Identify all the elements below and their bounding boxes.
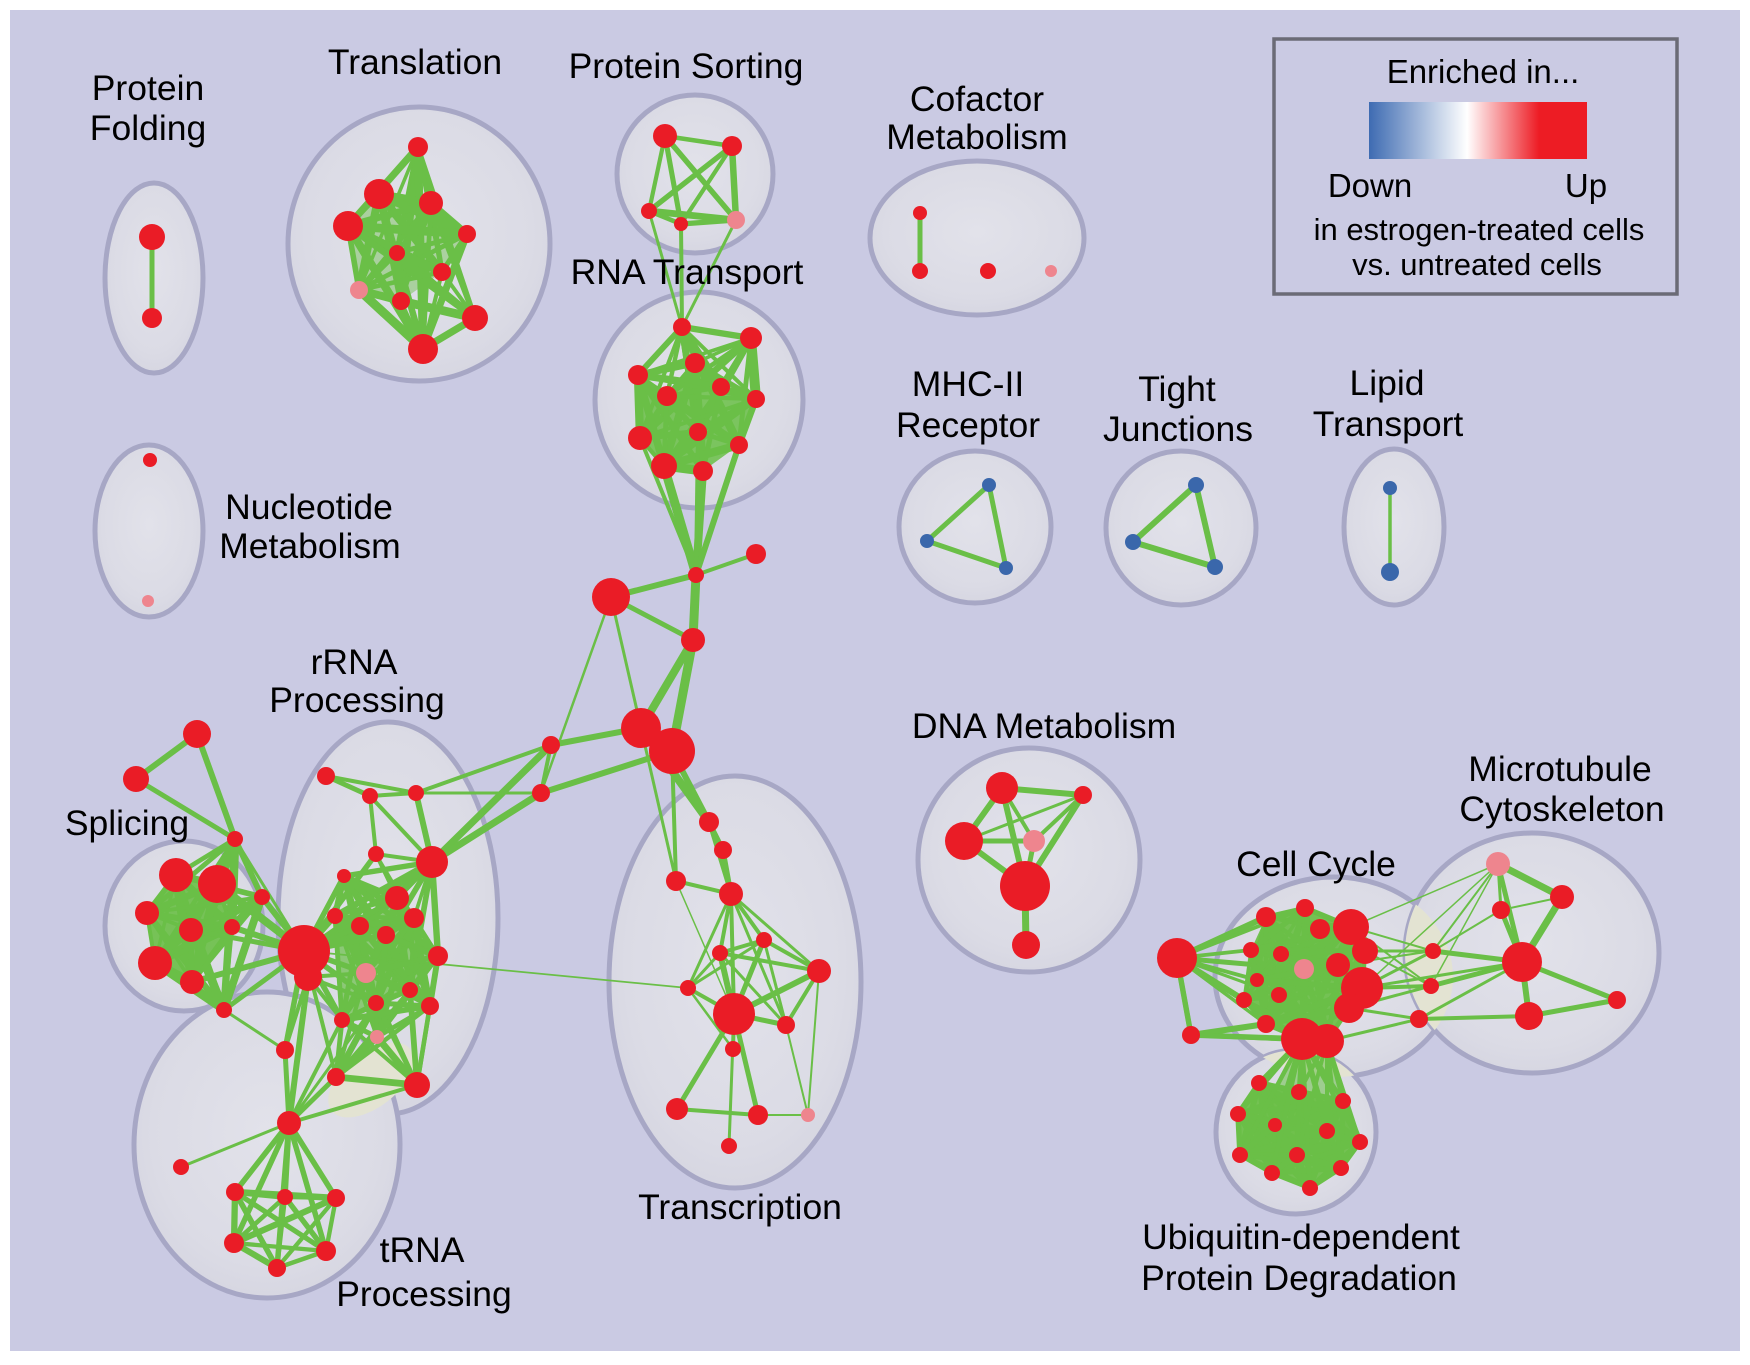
svg-text:Transcription: Transcription <box>638 1187 842 1227</box>
svg-text:Down: Down <box>1328 167 1412 204</box>
svg-text:Cytoskeleton: Cytoskeleton <box>1459 789 1664 829</box>
svg-text:Tight: Tight <box>1138 369 1216 409</box>
svg-text:Metabolism: Metabolism <box>219 526 401 566</box>
svg-text:vs. untreated cells: vs. untreated cells <box>1352 247 1602 282</box>
svg-text:Processing: Processing <box>336 1274 512 1314</box>
svg-text:Cofactor: Cofactor <box>910 79 1044 119</box>
svg-text:Enriched in...: Enriched in... <box>1387 53 1580 90</box>
svg-text:Junctions: Junctions <box>1103 409 1253 449</box>
svg-text:Nucleotide: Nucleotide <box>225 487 393 527</box>
svg-text:rRNA: rRNA <box>311 642 398 682</box>
svg-text:Cell Cycle: Cell Cycle <box>1236 844 1396 884</box>
svg-text:RNA Transport: RNA Transport <box>571 252 804 292</box>
svg-text:tRNA: tRNA <box>380 1230 465 1270</box>
svg-text:Up: Up <box>1565 167 1607 204</box>
svg-text:Protein Sorting: Protein Sorting <box>569 46 804 86</box>
svg-text:Receptor: Receptor <box>896 405 1040 445</box>
svg-text:Folding: Folding <box>90 108 206 148</box>
svg-text:Protein: Protein <box>92 68 204 108</box>
svg-text:Metabolism: Metabolism <box>886 117 1068 157</box>
svg-text:Transport: Transport <box>1313 404 1464 444</box>
svg-text:Ubiquitin-dependent: Ubiquitin-dependent <box>1142 1217 1460 1257</box>
svg-text:Splicing: Splicing <box>65 803 189 843</box>
svg-text:Processing: Processing <box>269 680 445 720</box>
svg-text:DNA Metabolism: DNA Metabolism <box>912 706 1176 746</box>
svg-text:MHC-II: MHC-II <box>912 364 1024 404</box>
svg-text:Translation: Translation <box>328 42 502 82</box>
svg-text:in estrogen-treated cells: in estrogen-treated cells <box>1314 212 1645 247</box>
svg-text:Lipid: Lipid <box>1349 363 1424 403</box>
svg-text:Protein Degradation: Protein Degradation <box>1141 1258 1457 1298</box>
svg-text:Microtubule: Microtubule <box>1468 749 1652 789</box>
